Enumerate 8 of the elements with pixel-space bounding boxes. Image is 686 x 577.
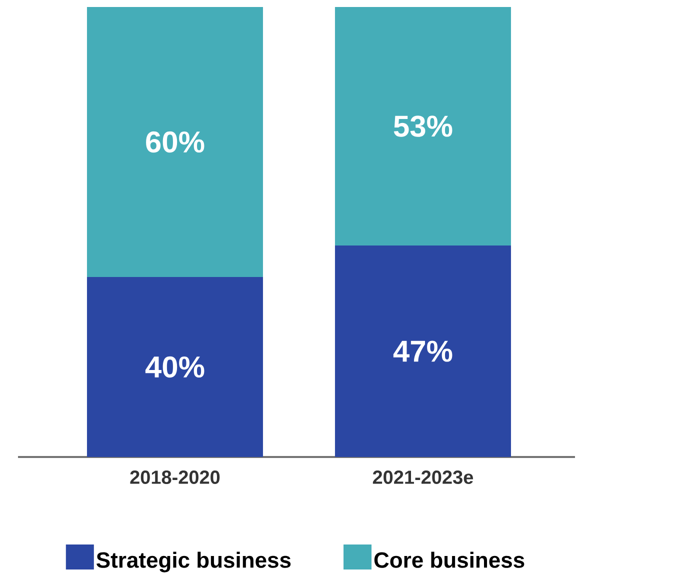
data-label: 47% bbox=[393, 340, 452, 362]
legend-label: Strategic business bbox=[96, 552, 291, 572]
data-label: 40% bbox=[145, 356, 204, 378]
legend-label: Core business bbox=[374, 552, 524, 568]
data-label: 60% bbox=[146, 131, 204, 153]
data-label: 53% bbox=[394, 116, 452, 137]
x-tick-label: 2021-2023e bbox=[372, 470, 474, 484]
x-tick-label: 2018-2020 bbox=[130, 470, 220, 484]
